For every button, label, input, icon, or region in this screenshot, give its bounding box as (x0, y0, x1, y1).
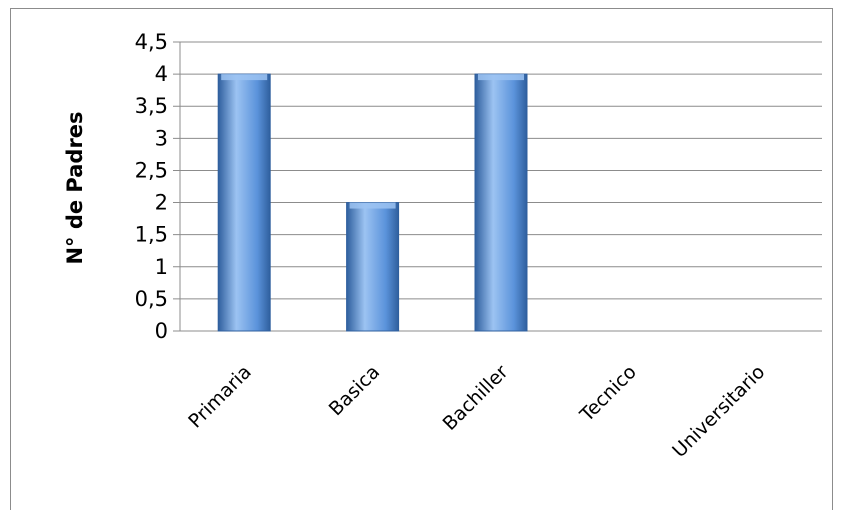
x-category-label: Bachiller (439, 361, 513, 435)
bar-cap (349, 202, 396, 209)
y-axis-ticks: 0 0,5 1 1,5 2 2,5 3 3,5 4 4,5 (135, 30, 168, 343)
y-tick-label: 4 (155, 62, 168, 86)
y-tick-label: 2,5 (135, 158, 168, 182)
x-category-label: Basica (325, 361, 384, 420)
y-tick-label: 0 (155, 319, 168, 343)
bars (217, 73, 528, 332)
y-tick-label: 1 (155, 255, 168, 279)
x-category-label: Universitario (668, 361, 769, 462)
y-axis-title: N° de Padres (63, 111, 87, 264)
bar-cap (478, 74, 524, 81)
y-tick-label: 3,5 (135, 94, 168, 118)
x-category-label: Tecnico (575, 361, 641, 427)
bar-cap (221, 74, 268, 81)
bar-basica (346, 202, 400, 332)
y-tick-label: 2 (155, 191, 168, 215)
bar-primaria (217, 73, 271, 332)
bar-bachiller (474, 73, 528, 332)
chart-frame (10, 8, 833, 510)
y-tick-label: 1,5 (135, 223, 168, 247)
y-tick-label: 0,5 (135, 287, 168, 311)
y-tick-label: 3 (155, 126, 168, 150)
x-category-label: Primaria (184, 361, 255, 432)
y-tick-label: 4,5 (135, 30, 168, 54)
x-axis-categories: Primaria Basica Bachiller Tecnico Universita… (184, 361, 769, 462)
